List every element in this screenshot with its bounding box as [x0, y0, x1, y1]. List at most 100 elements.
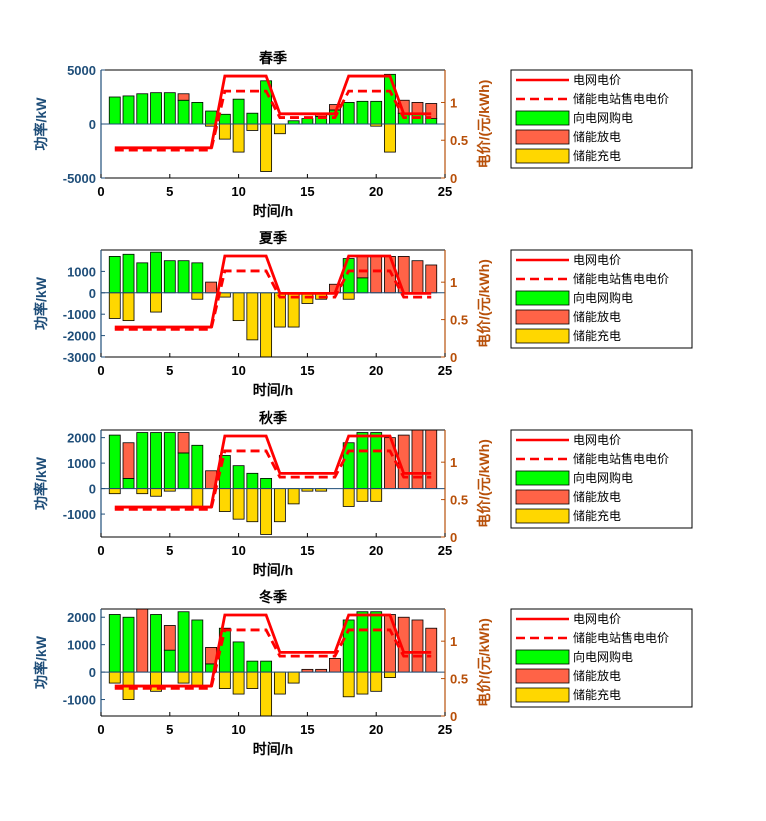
line-grid-price [114, 254, 432, 329]
legend-label: 储能放电 [573, 668, 621, 683]
bar-buy [246, 660, 259, 673]
y-tick-label: 0 [89, 286, 96, 301]
bar-buy [301, 118, 314, 125]
legend-swatch [515, 470, 570, 486]
x-axis-label: 时间/h [253, 741, 293, 757]
legend-swatch [515, 148, 570, 164]
legend-label: 储能电站售电电价 [573, 630, 669, 645]
bar-discharge [329, 657, 341, 673]
y2-axis-label: 电价/(元/kWh) [476, 80, 492, 169]
bar-charge [218, 488, 231, 512]
bar-charge [273, 123, 286, 135]
bar-charge [218, 292, 231, 298]
bar-buy [356, 432, 369, 489]
y-axis-label: 功率/kW [33, 276, 49, 330]
legend-label: 电网电价 [573, 433, 621, 447]
x-axis-label: 时间/h [253, 382, 293, 398]
legend-swatch [515, 290, 570, 306]
bar-discharge [205, 281, 217, 294]
bar-buy [150, 251, 162, 294]
bar-buy [370, 100, 383, 125]
bar-discharge [177, 432, 190, 454]
legend-label: 向电网购电 [573, 649, 633, 664]
bar-discharge [411, 619, 424, 673]
bar-charge [108, 671, 121, 684]
x-tick-label: 15 [300, 184, 314, 199]
y2-tick-label: 1 [450, 95, 457, 110]
y2-axis-label: 电价/(元/kWh) [476, 259, 492, 348]
legend-label: 储能充电 [573, 687, 621, 702]
x-tick-label: 20 [369, 722, 383, 737]
x-tick-label: 15 [300, 543, 314, 558]
bar-buy [108, 256, 121, 294]
bar-charge [287, 488, 300, 505]
y2-tick-label: 1 [450, 275, 457, 290]
y-tick-label: 2000 [67, 431, 96, 446]
bar-charge [260, 292, 273, 358]
legend-label: 电网电价 [573, 73, 621, 87]
legend-label: 储能电站售电电价 [573, 91, 669, 106]
y2-tick-label: 0.5 [450, 672, 468, 687]
x-tick-label: 5 [166, 363, 173, 378]
bar-buy [384, 73, 396, 125]
bar-discharge [136, 608, 149, 673]
bar-charge [246, 292, 259, 341]
y-tick-label: -1000 [63, 507, 96, 522]
bar-discharge [177, 93, 190, 101]
legend-label: 向电网购电 [573, 110, 633, 125]
bar-buy [356, 277, 369, 294]
bar-buy [356, 100, 369, 125]
panel-4: 冬季0 5 10 15 20 25时间/h-1000010002000功率/kW00.51… [33, 589, 693, 757]
bar-buy [122, 478, 135, 489]
chart-title: 冬季 [259, 589, 287, 605]
bar-buy [246, 112, 259, 125]
bar-buy [411, 113, 424, 125]
bar-buy [136, 432, 149, 489]
line-storage-price [114, 449, 432, 511]
bar-charge [287, 671, 300, 684]
chart-title: 夏季 [259, 230, 287, 246]
bar-discharge [425, 627, 438, 673]
legend-label: 储能放电 [573, 489, 621, 504]
bar-charge [384, 671, 396, 678]
legend-label: 储能放电 [573, 129, 621, 144]
legend-label: 储能放电 [573, 309, 621, 324]
y2-tick-label: 0.5 [450, 133, 468, 148]
bar-buy [342, 102, 355, 125]
legend-label: 储能充电 [573, 508, 621, 523]
bar-charge [232, 671, 245, 695]
bar-buy [191, 262, 204, 294]
bar-discharge [122, 442, 135, 479]
y-tick-label: 0 [89, 482, 96, 497]
y-tick-label: -1000 [63, 693, 96, 708]
bar-buy [108, 434, 121, 489]
bar-charge [232, 123, 245, 153]
y2-tick-label: 0 [450, 709, 457, 724]
bar-charge [108, 292, 121, 319]
x-tick-label: 15 [300, 363, 314, 378]
bar-charge [150, 488, 162, 497]
legend-swatch [515, 309, 570, 325]
bar-discharge [411, 429, 424, 489]
bar-charge [246, 123, 259, 131]
bar-discharge [163, 625, 176, 651]
x-tick-label: 20 [369, 184, 383, 199]
bar-charge [218, 671, 231, 689]
bar-charge [232, 292, 245, 322]
y-tick-label: 2000 [67, 610, 96, 625]
y2-tick-label: 0.5 [450, 493, 468, 508]
bar-buy [150, 92, 162, 125]
bar-buy [191, 619, 204, 673]
bar-charge [150, 292, 162, 313]
bar-charge [342, 292, 355, 300]
bar-buy [108, 96, 121, 125]
legend-swatch [515, 649, 570, 665]
bar-buy [150, 614, 162, 673]
bar-buy [163, 92, 176, 125]
bar-buy [177, 99, 190, 125]
y-tick-label: 0 [89, 665, 96, 680]
legend-label: 储能充电 [573, 328, 621, 343]
bar-buy [122, 616, 135, 673]
